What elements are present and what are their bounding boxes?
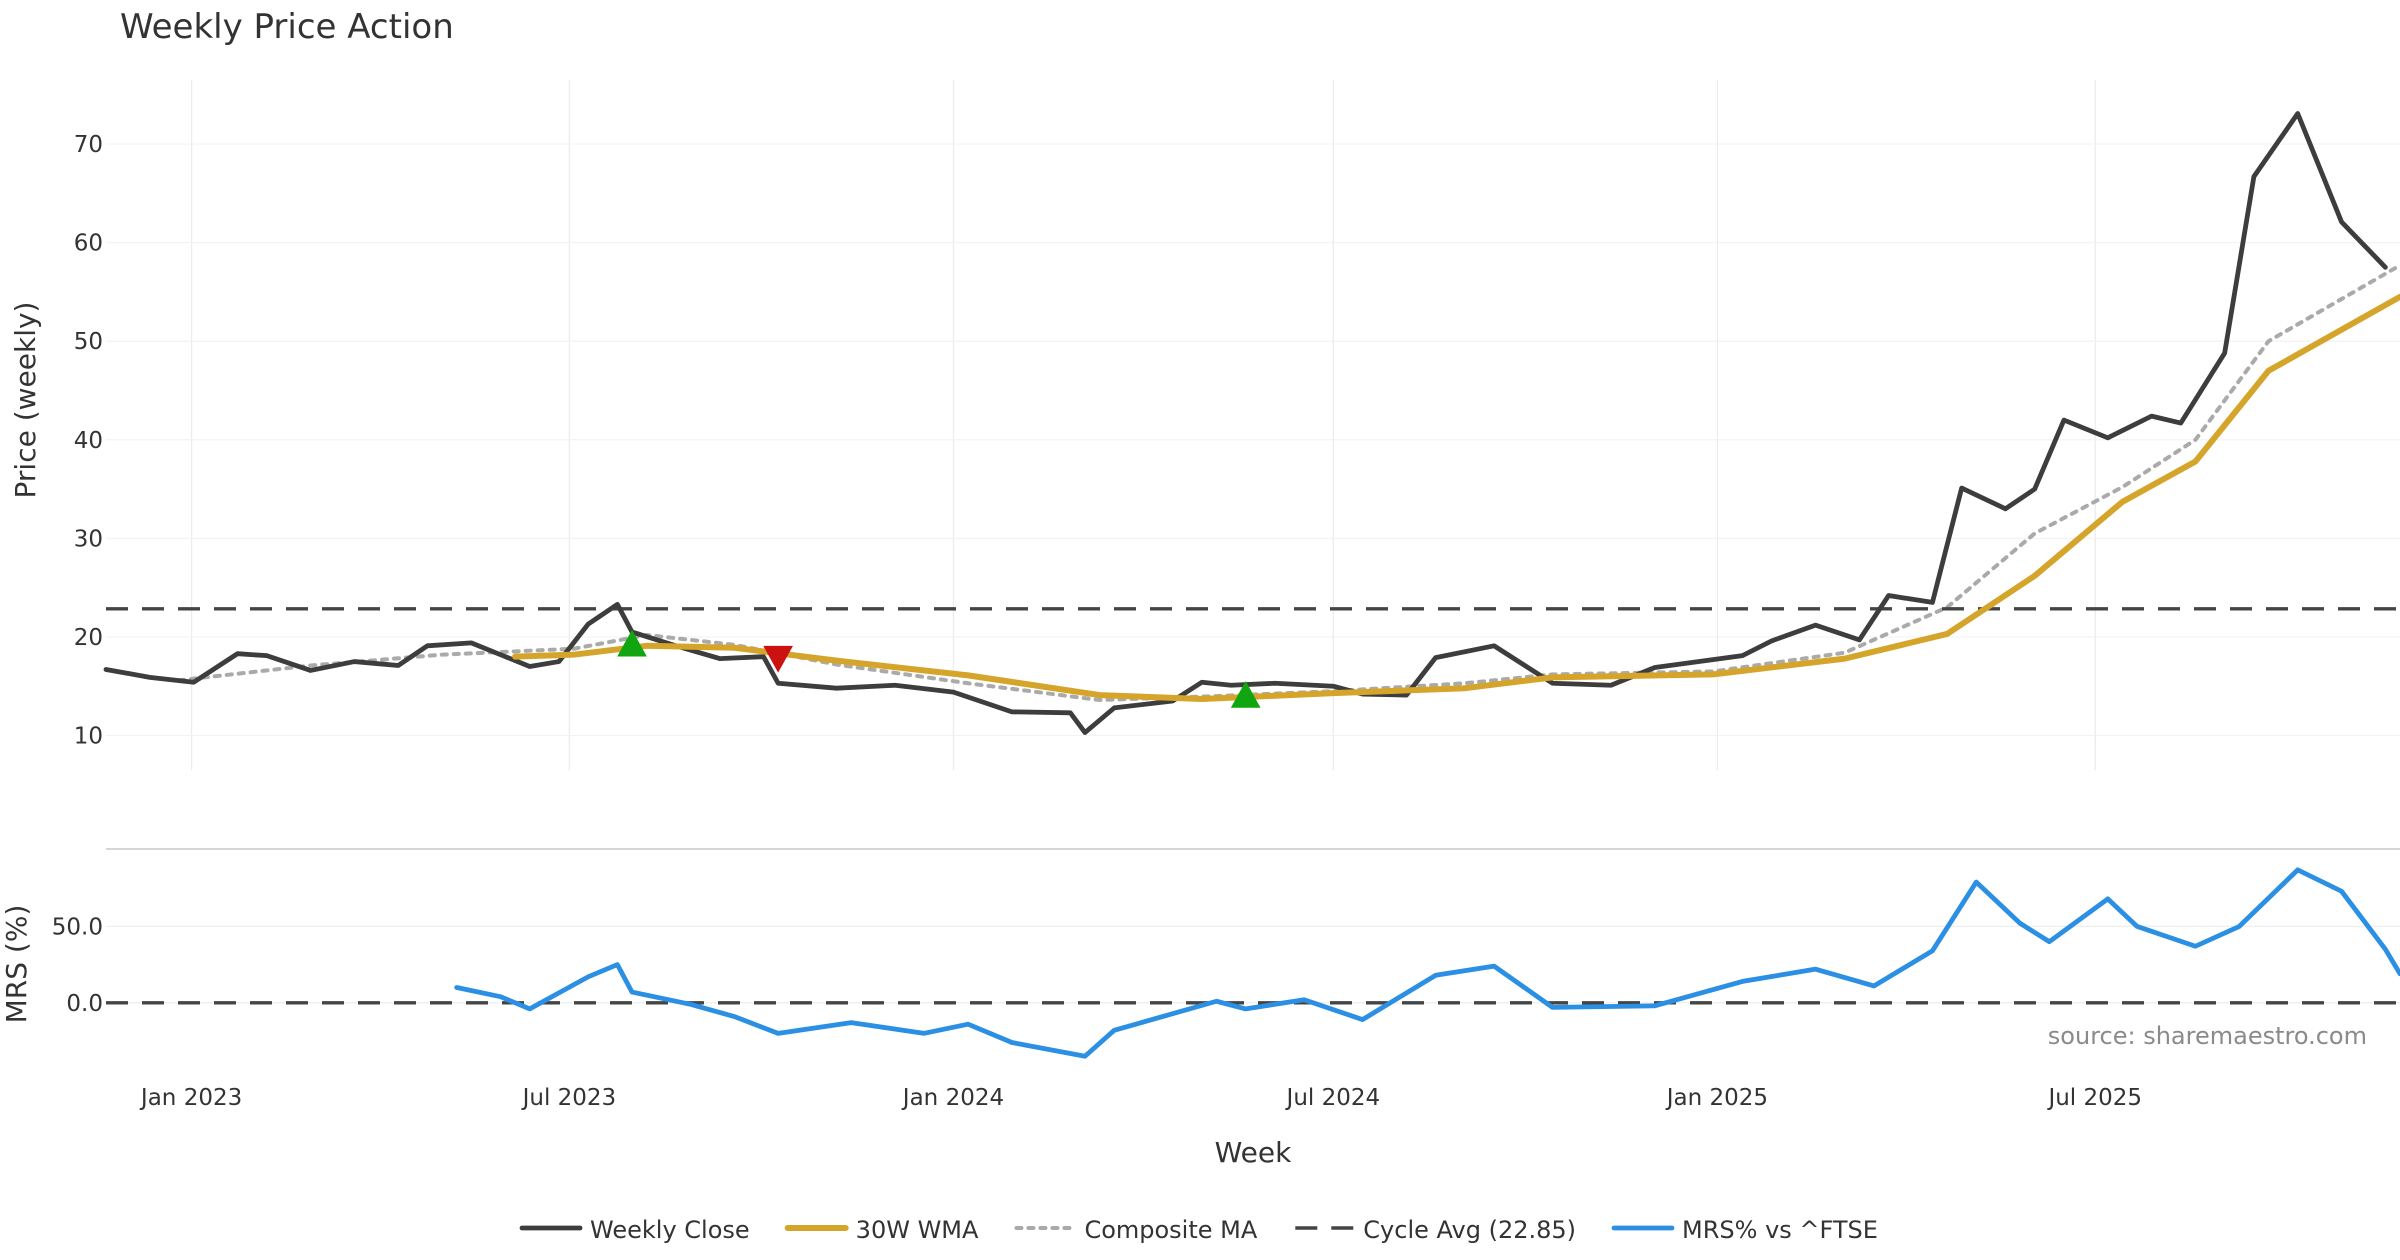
legend-item: Composite MA	[1014, 1216, 1258, 1244]
price-grid	[106, 80, 2400, 770]
x-tick-label: Jan 2024	[901, 1085, 1004, 1111]
mrs-series-layer	[106, 867, 2400, 1059]
legend-item: Weekly Close	[519, 1216, 750, 1244]
x-axis-title: Week	[1215, 1136, 1292, 1169]
price-markers-layer	[617, 629, 1261, 708]
buy-signal-marker	[1230, 681, 1261, 708]
price-y-tick-label: 20	[74, 625, 103, 651]
price-y-tick-label: 70	[74, 132, 103, 158]
x-tick-label: Jan 2025	[1665, 1085, 1768, 1111]
price-y-tick-label: 40	[74, 428, 103, 454]
legend-label: Cycle Avg (22.85)	[1363, 1216, 1576, 1244]
chart-legend: Weekly Close 30W WMA Composite MA Cycle Avg…	[519, 1216, 1878, 1244]
mrs-vs-ftse-line	[454, 867, 2400, 1059]
x-tick-label: Jul 2025	[2046, 1085, 2142, 1111]
legend-item: 30W WMA	[784, 1216, 979, 1244]
sell-signal-marker	[763, 645, 793, 673]
price-y-tick-label: 30	[74, 526, 103, 552]
price-y-tick-label: 60	[74, 231, 103, 257]
legend-item: Cycle Avg (22.85)	[1295, 1216, 1576, 1244]
chart-title: Weekly Price Action	[120, 7, 454, 47]
price-y-axis-title: Price (weekly)	[9, 302, 42, 499]
mrs-y-tick-label: 50.0	[52, 914, 103, 940]
x-tick-label: Jan 2023	[139, 1085, 242, 1111]
legend-label: Composite MA	[1084, 1216, 1257, 1244]
weekly-close-line	[103, 111, 2388, 735]
30w-wma-line	[512, 293, 2400, 703]
legend-label: MRS% vs ^FTSE	[1682, 1216, 1878, 1244]
mrs-y-tick-label: 0.0	[66, 991, 103, 1017]
legend-label: Weekly Close	[590, 1216, 750, 1244]
source-label: source: sharemaestro.com	[2048, 1022, 2367, 1050]
price-y-tick-label: 10	[74, 724, 103, 750]
price-y-ticks: 10 20 30 40 50 60 70	[74, 132, 103, 749]
mrs-y-ticks: 0.0 50.0	[52, 914, 103, 1016]
composite-ma-line	[177, 263, 2400, 703]
buy-signal-marker	[617, 629, 647, 657]
legend-item: MRS% vs ^FTSE	[1611, 1216, 1878, 1244]
x-ticks: Jan 2023 Jul 2023 Jan 2024 Jul 2024 Jan 2025…	[139, 1085, 2142, 1111]
x-tick-label: Jul 2023	[521, 1085, 617, 1111]
price-series-layer	[103, 111, 2400, 735]
x-tick-label: Jul 2024	[1285, 1085, 1381, 1111]
legend-label: 30W WMA	[856, 1216, 979, 1244]
price-y-tick-label: 50	[74, 329, 103, 355]
mrs-y-axis-title: MRS (%)	[0, 905, 33, 1024]
